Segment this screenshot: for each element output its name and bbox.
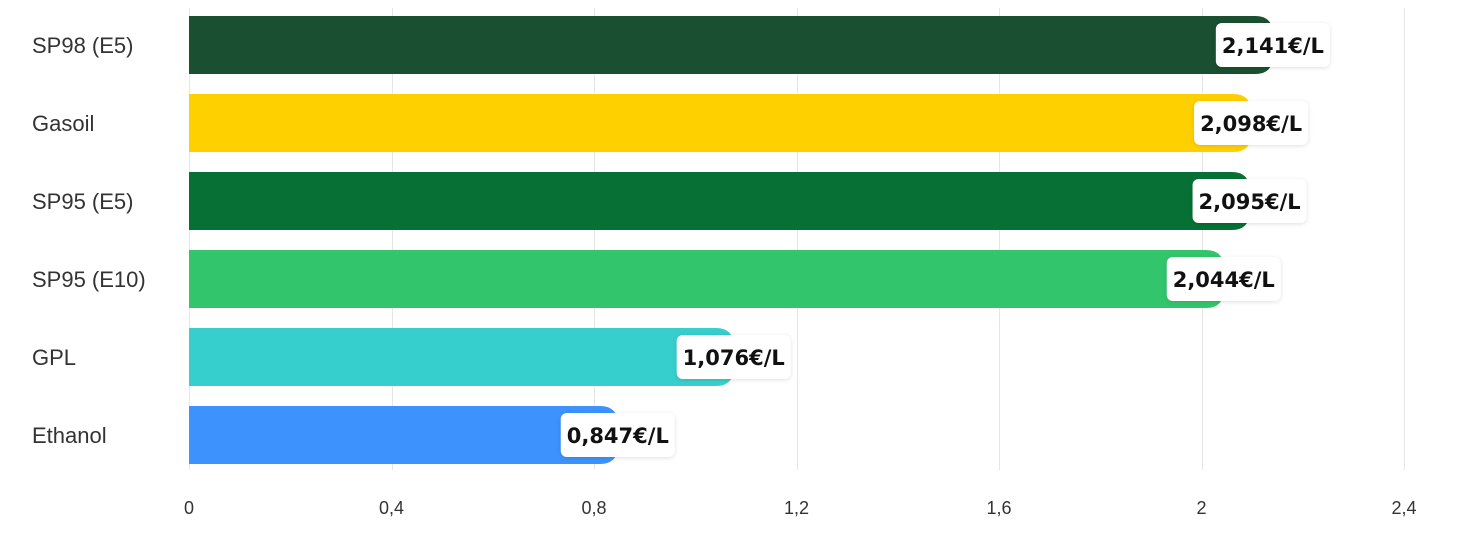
bar xyxy=(189,250,1224,308)
value-label-group: 2,095€/L xyxy=(1192,179,1307,223)
value-label-group: 1,076€/L xyxy=(676,335,791,379)
value-label-box xyxy=(676,335,791,379)
bar xyxy=(189,172,1250,230)
category-labels: SP98 (E5) Gasoil SP95 (E5) SP95 (E10) GPL Eth… xyxy=(32,33,146,448)
bar xyxy=(189,16,1273,74)
x-tick-label: 0,8 xyxy=(581,498,606,518)
x-axis-tick-labels: 0 0,4 0,8 1,2 1,6 2 2,4 xyxy=(184,498,1417,518)
value-labels: 2,141€/L 2,098€/L 2,095€/L 2,044€/L 1,076€/L… xyxy=(560,23,1330,457)
bar xyxy=(189,328,734,386)
value-label-box xyxy=(1194,101,1309,145)
category-label: Ethanol xyxy=(32,423,107,448)
value-label: 2,095€/L xyxy=(1199,190,1301,214)
grid-lines xyxy=(189,8,1405,470)
value-label-group: 2,044€/L xyxy=(1166,257,1281,301)
category-label: Gasoil xyxy=(32,111,94,136)
category-label: SP98 (E5) xyxy=(32,33,134,58)
value-label: 2,044€/L xyxy=(1173,268,1275,292)
value-label: 1,076€/L xyxy=(683,346,785,370)
category-label: SP95 (E10) xyxy=(32,267,146,292)
bars xyxy=(189,16,1273,464)
value-label: 2,098€/L xyxy=(1200,112,1302,136)
value-label-box xyxy=(1166,257,1281,301)
value-label: 0,847€/L xyxy=(567,424,669,448)
value-label-group: 2,141€/L xyxy=(1215,23,1330,67)
x-tick-label: 1,6 xyxy=(986,498,1011,518)
x-tick-label: 1,2 xyxy=(784,498,809,518)
category-label: GPL xyxy=(32,345,76,370)
value-label-group: 2,098€/L xyxy=(1194,101,1309,145)
value-label: 2,141€/L xyxy=(1222,34,1324,58)
value-label-group: 0,847€/L xyxy=(560,413,675,457)
value-label-box xyxy=(560,413,675,457)
x-tick-label: 0 xyxy=(184,498,194,518)
bar xyxy=(189,406,618,464)
x-tick-label: 2,4 xyxy=(1391,498,1416,518)
x-tick-label: 0,4 xyxy=(379,498,404,518)
bar xyxy=(189,94,1252,152)
value-label-box xyxy=(1192,179,1307,223)
x-tick-label: 2 xyxy=(1196,498,1206,518)
category-label: SP95 (E5) xyxy=(32,189,134,214)
value-label-box xyxy=(1215,23,1330,67)
